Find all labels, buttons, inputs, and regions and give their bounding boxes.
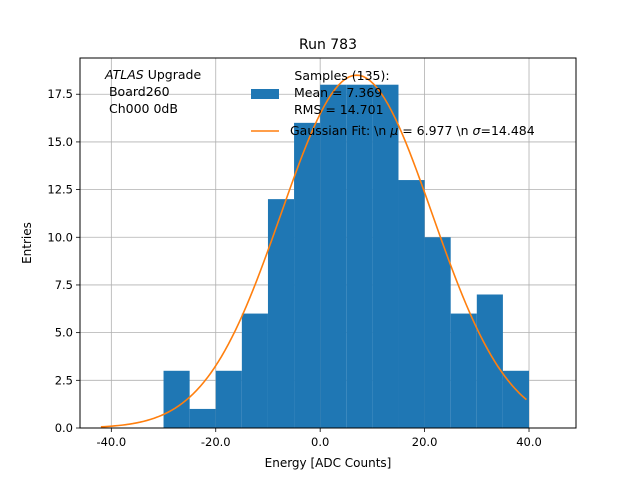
- gaussian-fit: [100, 74, 527, 428]
- legend-fit-mu: μ: [389, 123, 398, 138]
- legend: Samples (135): Mean = 7.369 RMS = 14.701…: [251, 68, 535, 138]
- legend-histogram-mean: Mean = 7.369: [290, 85, 382, 100]
- y-tick-label-7: 17.5: [47, 87, 73, 101]
- histogram-bars: [163, 84, 530, 428]
- y-tick-label-3: 7.5: [55, 278, 73, 292]
- histogram-bar-0: [163, 370, 190, 428]
- legend-fit-pre: Gaussian Fit: \n: [290, 123, 390, 138]
- y-axis-label: Entries: [20, 222, 34, 264]
- annotation-atlas: ATLAS: [104, 67, 144, 82]
- legend-histogram-rms: RMS = 14.701: [290, 102, 384, 117]
- plot-frame: [79, 57, 577, 429]
- annotation-upgrade: Upgrade: [144, 67, 202, 82]
- histogram-bar-11: [450, 313, 477, 428]
- y-tick-label-5: 12.5: [47, 183, 73, 197]
- x-tick-label-3: 20.0: [412, 435, 438, 449]
- x-tick-label-2: 0.0: [311, 435, 329, 449]
- legend-histogram-swatch: [251, 89, 279, 99]
- histogram-bar-7: [346, 84, 373, 428]
- histogram-bar-8: [372, 84, 399, 428]
- x-tick-label-0: -40.0: [96, 435, 126, 449]
- x-tick-label-1: -20.0: [201, 435, 231, 449]
- x-axis-ticks: -40.0 -20.0 0.0 20.0 40.0: [96, 428, 542, 449]
- y-axis-ticks: 0.0 2.5 5.0 7.5 10.0 12.5 15.0 17.5: [47, 87, 80, 435]
- y-tick-label-4: 10.0: [47, 230, 73, 244]
- y-tick-label-0: 0.0: [55, 421, 73, 435]
- legend-fit-mid: = 6.977 \n: [398, 123, 472, 138]
- annotation-line-3: Ch000 0dB: [105, 101, 178, 116]
- histogram-bar-2: [215, 370, 242, 428]
- histogram-bar-5: [294, 122, 321, 428]
- histogram-bar-4: [267, 199, 295, 428]
- legend-fit-label: Gaussian Fit: \n μ = 6.977 \n σ=14.484: [290, 123, 535, 138]
- legend-fit-sigma: σ: [473, 123, 482, 138]
- histogram-bar-10: [424, 237, 451, 428]
- histogram-bar-3: [241, 313, 268, 428]
- histogram-bar-6: [320, 84, 347, 428]
- y-tick-label-2: 5.0: [55, 326, 73, 340]
- histogram-bar-9: [398, 180, 425, 428]
- y-tick-label-1: 2.5: [55, 373, 73, 387]
- x-tick-label-4: 40.0: [516, 435, 542, 449]
- atlas-annotation: ATLAS Upgrade Board260 Ch000 0dB: [104, 67, 201, 116]
- legend-fit-post: =14.484: [480, 123, 534, 138]
- histogram-bar-12: [476, 294, 503, 428]
- gaussian-fit-curve: [100, 74, 527, 428]
- annotation-line-1: ATLAS Upgrade: [104, 67, 201, 82]
- legend-title: Samples (135):: [294, 68, 389, 83]
- annotation-line-2: Board260: [105, 84, 170, 99]
- histogram-bar-1: [189, 408, 216, 428]
- chart-title: Run 783: [299, 37, 357, 53]
- y-tick-label-6: 15.0: [47, 135, 73, 149]
- x-axis-label: Energy [ADC Counts]: [265, 456, 392, 470]
